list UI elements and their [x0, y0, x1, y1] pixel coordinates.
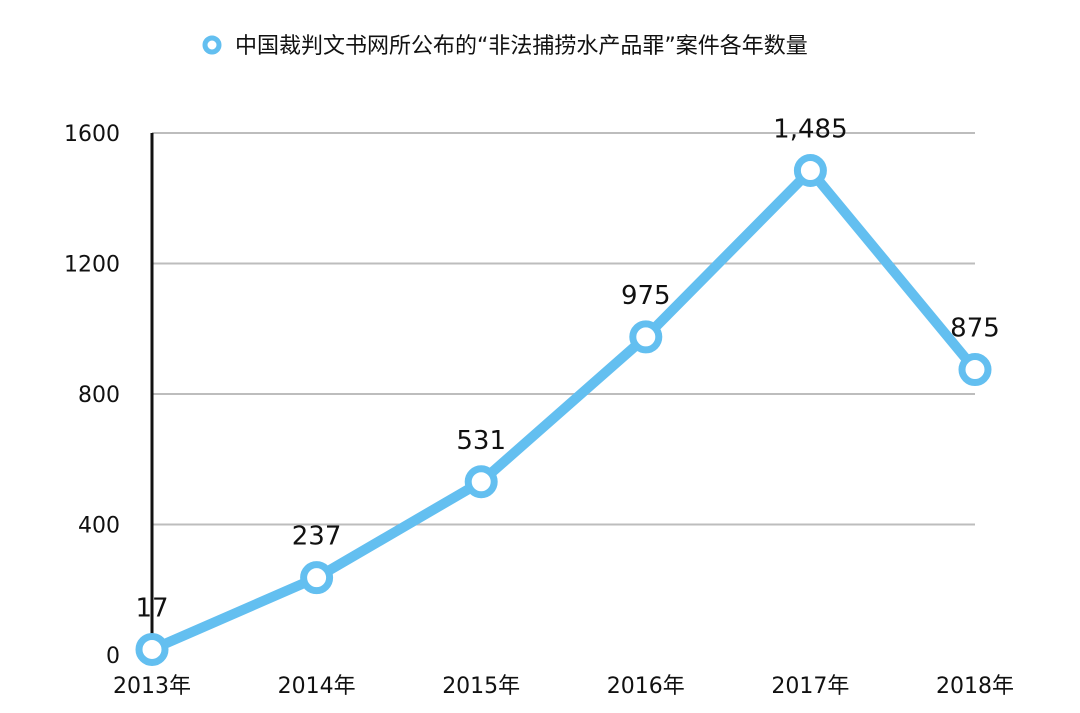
legend: 中国裁判文书网所公布的“非法捕捞水产品罪”案件各年数量 — [202, 34, 808, 59]
x-tick-labels: 2013年 2014年 2015年 2016年 2017年 2018年 — [113, 674, 1014, 699]
data-label-3: 975 — [621, 281, 671, 311]
x-tick-label-1: 2014年 — [278, 674, 356, 699]
data-point-4 — [793, 154, 827, 188]
y-tick-label-3: 1200 — [64, 253, 120, 278]
y-tick-labels: 0 400 800 1200 1600 — [64, 122, 120, 669]
data-point-1 — [300, 561, 334, 595]
legend-marker — [202, 35, 222, 55]
data-label-0: 17 — [135, 593, 168, 623]
series-line — [147, 165, 980, 655]
y-tick-label-4: 1600 — [64, 122, 120, 147]
x-tick-label-0: 2013年 — [113, 674, 191, 699]
series-layer — [135, 154, 992, 666]
x-tick-label-5: 2018年 — [936, 674, 1014, 699]
grid — [152, 132, 975, 526]
data-labels: 17 237 531 975 1,485 875 — [135, 115, 999, 624]
data-label-5: 875 — [950, 314, 1000, 344]
y-tick-label-1: 400 — [78, 514, 120, 539]
data-point-5 — [958, 353, 992, 387]
data-point-2 — [464, 465, 498, 499]
data-point-0 — [135, 632, 169, 666]
x-tick-label-2: 2015年 — [442, 674, 520, 699]
data-point-3 — [629, 320, 663, 354]
x-tick-label-3: 2016年 — [607, 674, 685, 699]
data-label-2: 531 — [456, 426, 506, 456]
x-tick-label-4: 2017年 — [771, 674, 849, 699]
y-tick-label-0: 0 — [106, 644, 120, 669]
data-label-1: 237 — [292, 522, 342, 552]
data-label-4: 1,485 — [773, 115, 847, 145]
legend-label: 中国裁判文书网所公布的“非法捕捞水产品罪”案件各年数量 — [235, 34, 808, 59]
y-tick-label-2: 800 — [78, 383, 120, 408]
